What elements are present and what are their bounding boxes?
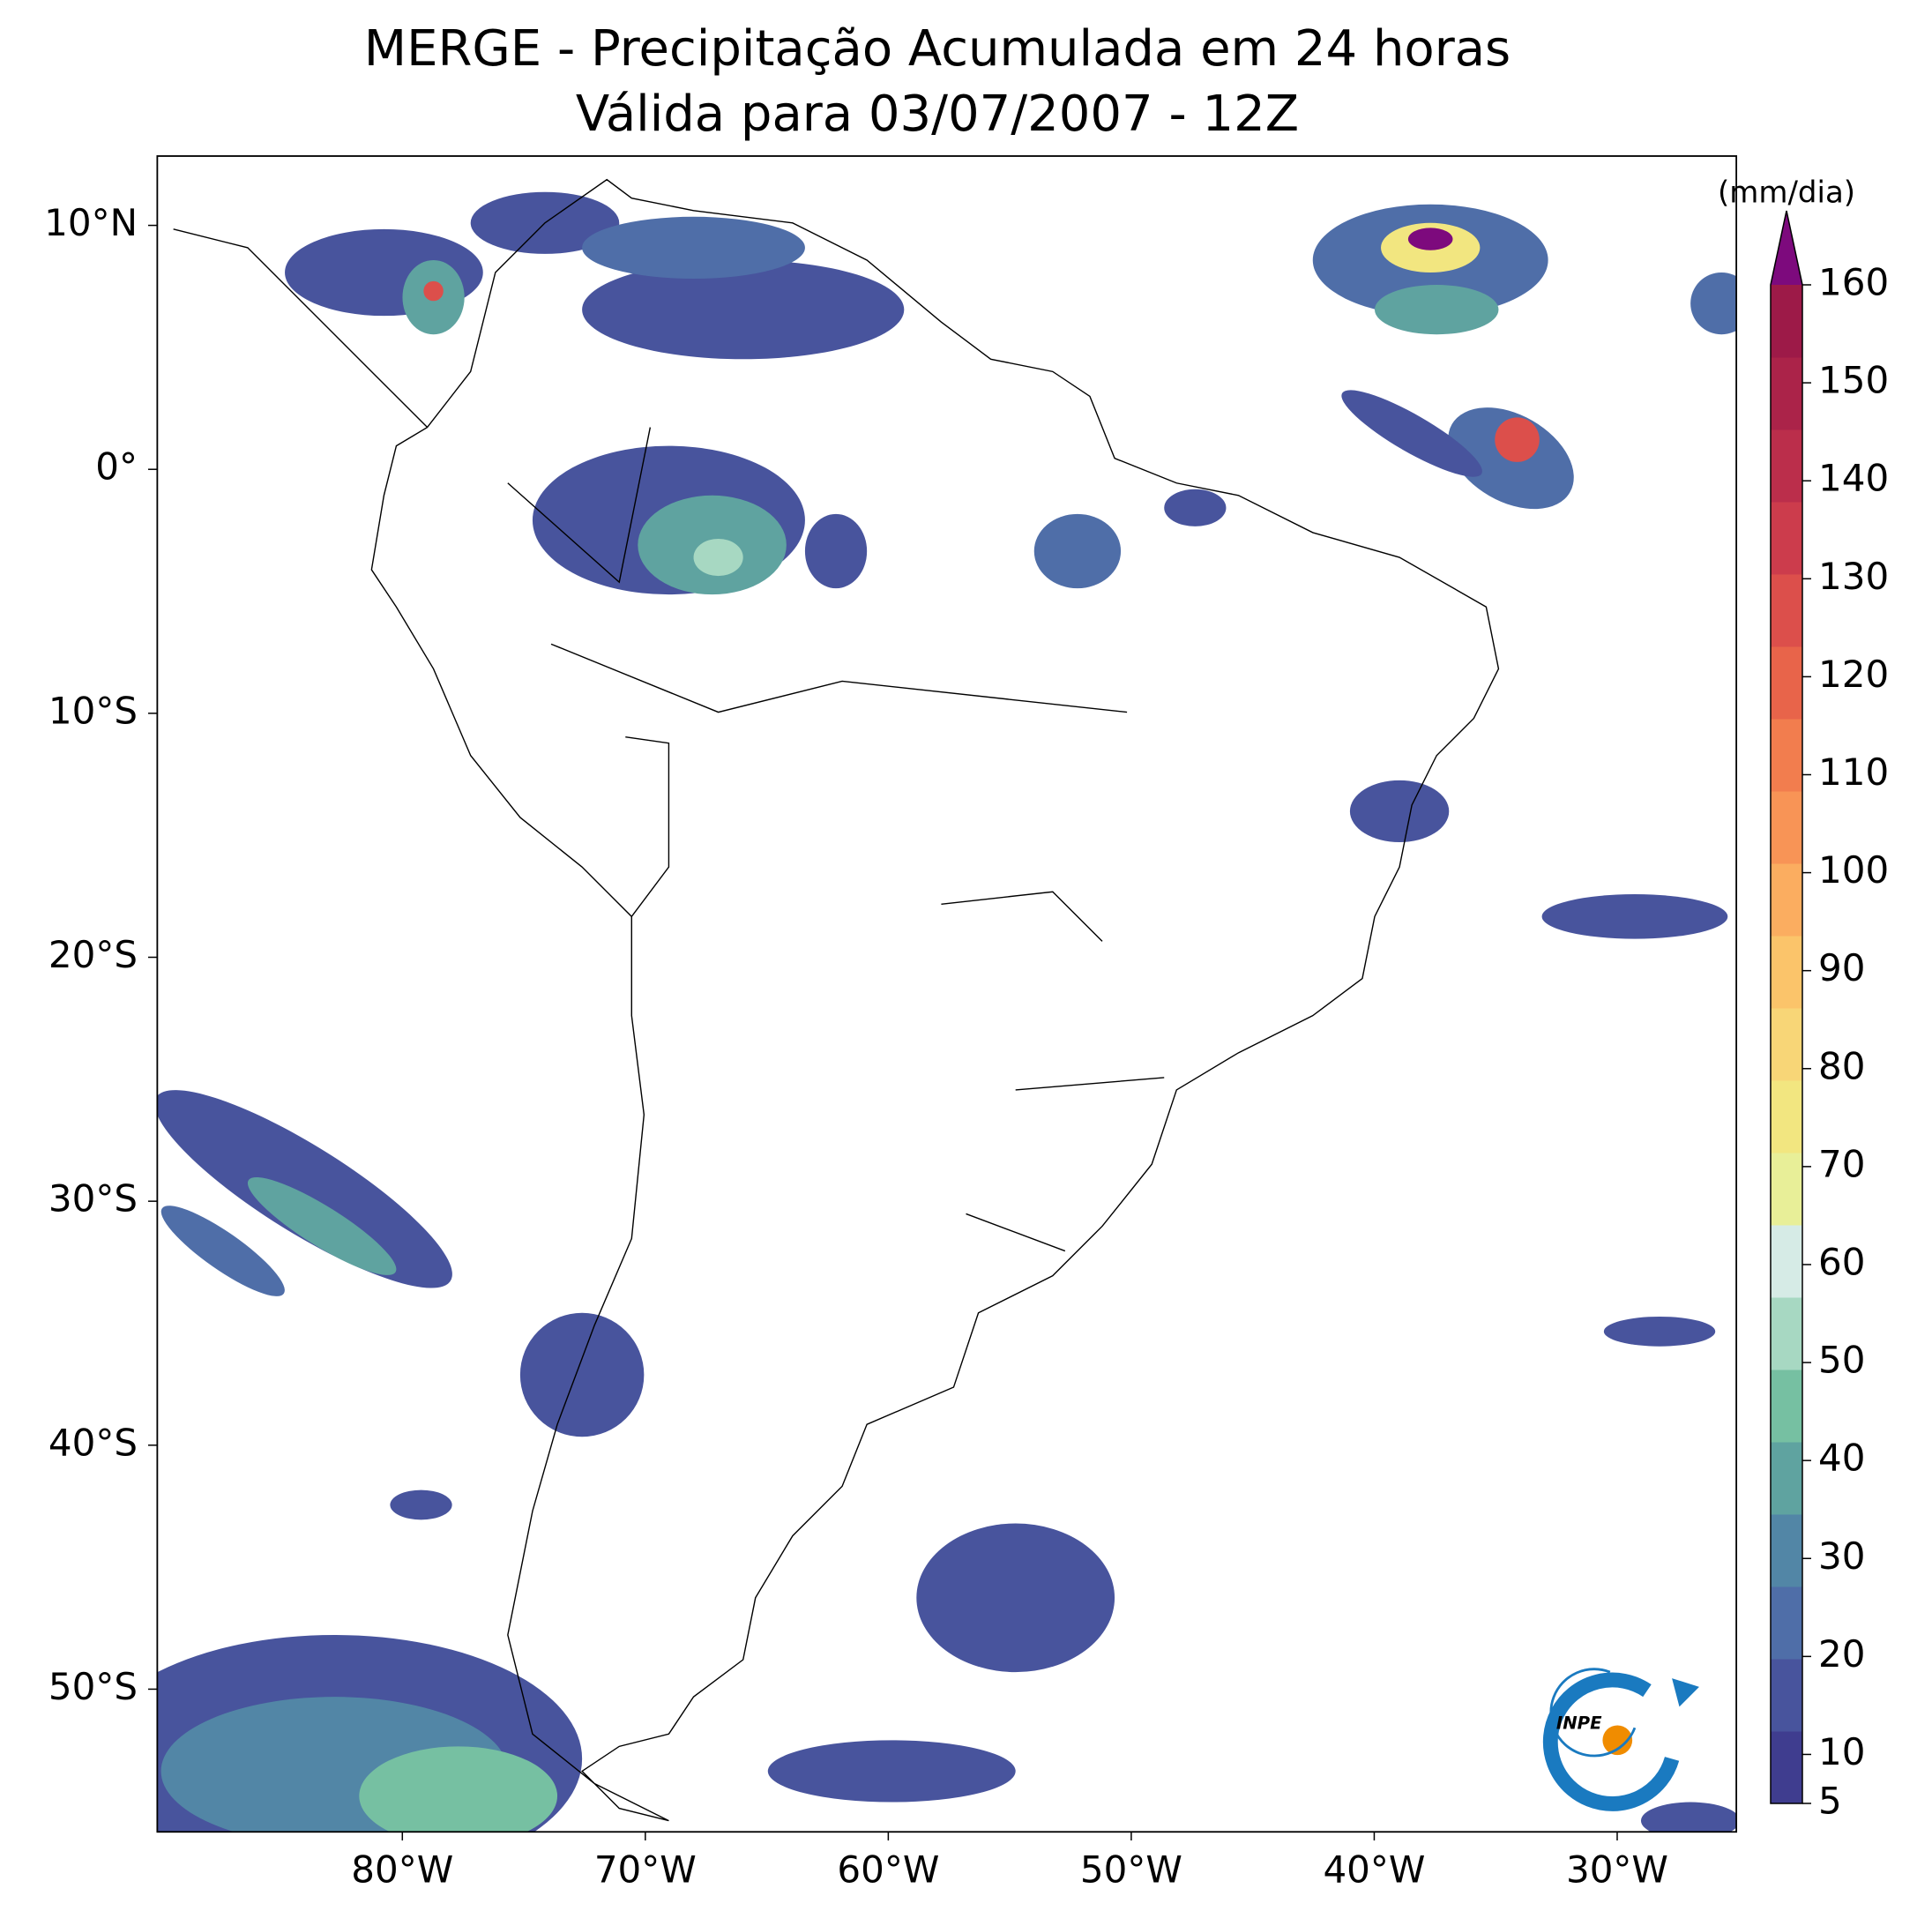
colorbar-band bbox=[1771, 1297, 1802, 1370]
subtitle: Válida para 03/07/2007 - 12Z bbox=[576, 86, 1299, 143]
y-tick-label: 10°S bbox=[48, 689, 138, 732]
colorbar-band bbox=[1771, 1586, 1802, 1660]
colorbar-band bbox=[1771, 502, 1802, 575]
colorbar-tick-label: 90 bbox=[1818, 946, 1865, 989]
y-tick-label: 20°S bbox=[48, 933, 138, 976]
y-tick-label: 0° bbox=[95, 445, 138, 489]
colorbar-tick-label: 70 bbox=[1818, 1142, 1865, 1185]
colorbar-tick-label: 110 bbox=[1818, 750, 1889, 794]
colorbar-tick-label: 100 bbox=[1818, 848, 1889, 892]
colorbar-tick-label: 40 bbox=[1818, 1437, 1865, 1480]
colorbar-label: (mm/dia) bbox=[1718, 175, 1855, 211]
colorbar-band bbox=[1771, 1442, 1802, 1515]
colorbar-tick-label: 150 bbox=[1818, 359, 1889, 402]
y-tick-label: 10°N bbox=[44, 201, 138, 244]
colorbar-tick-label: 140 bbox=[1818, 457, 1889, 500]
x-tick-label: 50°W bbox=[1080, 1848, 1182, 1892]
colorbar-band bbox=[1771, 1080, 1802, 1153]
colorbar-band bbox=[1771, 791, 1802, 864]
colorbar-tick-label: 80 bbox=[1818, 1044, 1865, 1087]
y-tick-label: 50°S bbox=[48, 1665, 138, 1708]
colorbar-tick-label: 5 bbox=[1818, 1780, 1842, 1823]
colorbar-band bbox=[1771, 1370, 1802, 1443]
colorbar-band bbox=[1771, 936, 1802, 1009]
x-tick-label: 70°W bbox=[594, 1848, 697, 1892]
x-tick-label: 40°W bbox=[1323, 1848, 1425, 1892]
colorbar-band bbox=[1771, 1514, 1802, 1587]
colorbar-tick-label: 10 bbox=[1818, 1730, 1865, 1773]
y-tick-label: 40°S bbox=[48, 1421, 138, 1464]
logo-text: INPE bbox=[1556, 1713, 1602, 1734]
map-area: INPE bbox=[156, 155, 1738, 1833]
colorbar-band bbox=[1771, 1225, 1802, 1298]
x-tick-label: 30°W bbox=[1566, 1848, 1668, 1892]
precipitation-fields bbox=[157, 191, 1737, 1833]
colorbar-outline bbox=[1770, 210, 1803, 1804]
colorbar-band bbox=[1771, 863, 1802, 937]
map-frame bbox=[156, 155, 1738, 1833]
colorbar-band bbox=[1771, 574, 1802, 647]
x-tick-label: 80°W bbox=[351, 1848, 453, 1892]
colorbar-band bbox=[1771, 1659, 1802, 1732]
colorbar-band bbox=[1771, 1731, 1802, 1804]
colorbar-band bbox=[1771, 429, 1802, 503]
colorbar-tick-label: 160 bbox=[1818, 261, 1889, 304]
colorbar-tick-label: 30 bbox=[1818, 1534, 1865, 1578]
colorbar-band bbox=[1771, 1008, 1802, 1081]
colorbar-tick-label: 120 bbox=[1818, 653, 1889, 696]
colorbar-band bbox=[1771, 1153, 1802, 1226]
x-tick-label: 60°W bbox=[837, 1848, 939, 1892]
colorbar-tick-label: 130 bbox=[1818, 555, 1889, 598]
colorbar-tick-label: 50 bbox=[1818, 1339, 1865, 1382]
colorbar-extend bbox=[1771, 211, 1802, 285]
logo: INPE bbox=[1542, 1668, 1699, 1811]
colorbar-band bbox=[1771, 285, 1802, 358]
y-tick-label: 30°S bbox=[48, 1177, 138, 1221]
colorbar-tick-label: 60 bbox=[1818, 1240, 1865, 1283]
colorbar-tick-label: 20 bbox=[1818, 1632, 1865, 1676]
title: MERGE - Precipitação Acumulada em 24 hor… bbox=[364, 20, 1511, 78]
colorbar-band bbox=[1771, 719, 1802, 792]
coastline bbox=[173, 178, 1500, 1822]
colorbar-band bbox=[1771, 357, 1802, 430]
colorbar-band bbox=[1771, 646, 1802, 720]
